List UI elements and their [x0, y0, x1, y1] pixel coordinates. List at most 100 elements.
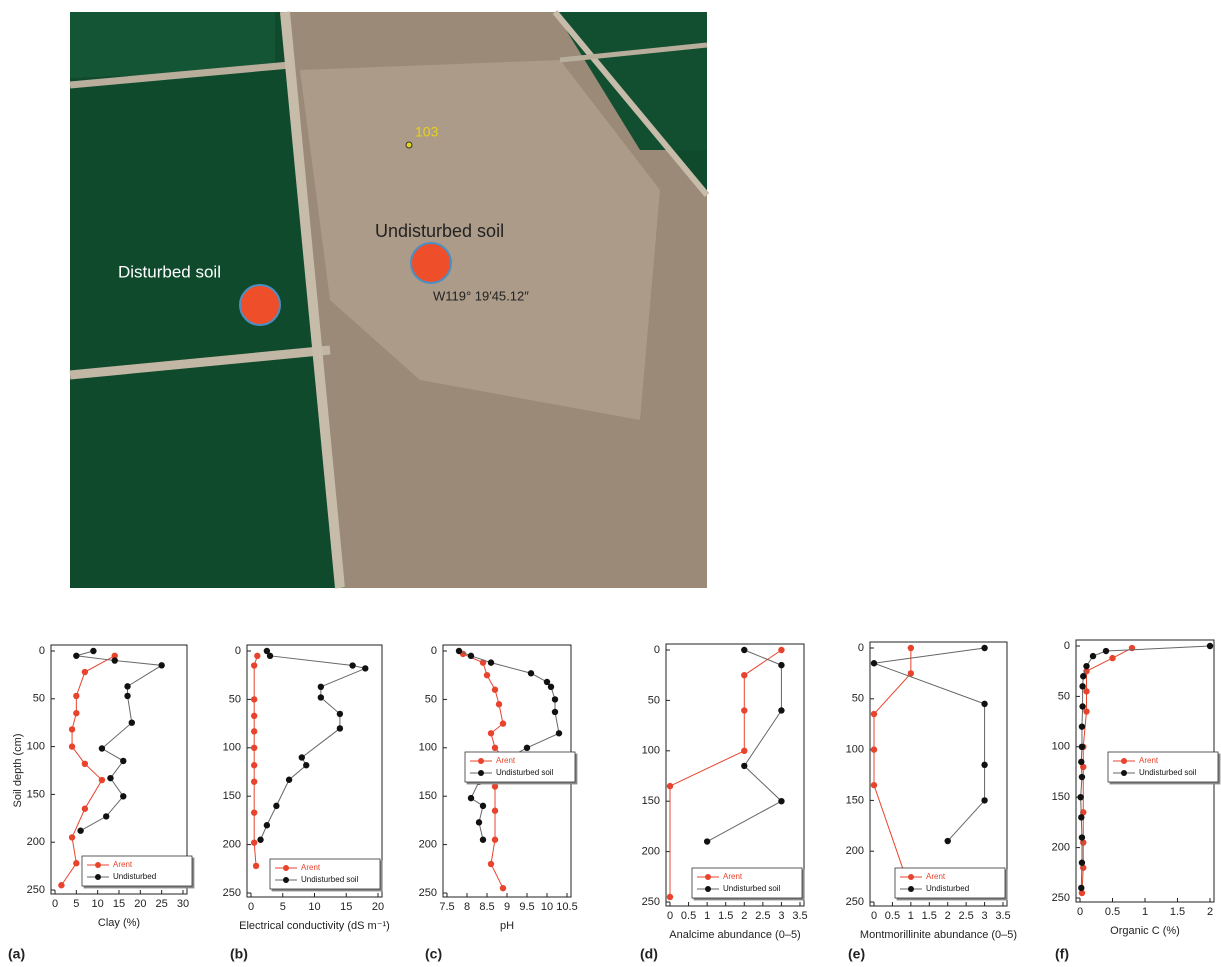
y-tick-label: 50 — [648, 694, 660, 706]
x-tick-label: 15 — [340, 901, 352, 913]
data-point — [981, 797, 987, 803]
panel-label: (a) — [8, 946, 25, 962]
data-point — [107, 775, 113, 781]
data-point — [496, 701, 502, 707]
data-point — [484, 672, 490, 678]
y-tick-label: 200 — [419, 839, 437, 851]
data-point — [908, 645, 914, 651]
legend-label: Arent — [723, 872, 743, 881]
data-point — [488, 861, 494, 867]
series-line — [76, 651, 161, 831]
data-point — [120, 793, 126, 799]
data-point — [264, 822, 270, 828]
data-point — [82, 669, 88, 675]
legend-label: Arent — [496, 756, 516, 765]
legend-label: Arent — [301, 863, 321, 872]
data-point — [468, 795, 474, 801]
x-tick-label: 10.5 — [556, 901, 577, 913]
x-tick-label: 0.5 — [1105, 906, 1120, 918]
site-label: 103 — [415, 124, 439, 140]
data-point — [112, 657, 118, 663]
y-tick-label: 150 — [846, 794, 864, 806]
legend-label: Undisturbed — [113, 872, 156, 881]
y-tick-label: 100 — [27, 741, 45, 753]
panel-label: (e) — [848, 946, 865, 962]
y-tick-label: 0 — [431, 645, 437, 657]
y-tick-label: 200 — [1052, 842, 1070, 854]
data-point — [981, 762, 987, 768]
data-point — [1103, 648, 1109, 654]
data-point — [741, 748, 747, 754]
data-point — [124, 693, 130, 699]
y-tick-label: 100 — [223, 742, 241, 754]
series-line — [874, 648, 911, 892]
data-point — [349, 662, 355, 668]
x-tick-label: 2 — [1207, 906, 1213, 918]
data-point — [267, 653, 273, 659]
legend-marker — [1121, 770, 1127, 776]
data-point — [337, 725, 343, 731]
data-point — [1079, 723, 1085, 729]
x-tick-label: 20 — [134, 898, 146, 910]
legend-marker — [1121, 758, 1127, 764]
data-point — [73, 653, 79, 659]
x-tick-label: 2 — [945, 910, 951, 922]
data-point — [1080, 673, 1086, 679]
y-tick-label: 250 — [1052, 892, 1070, 904]
y-tick-label: 50 — [852, 693, 864, 705]
y-tick-label: 250 — [419, 887, 437, 899]
series-line — [459, 651, 559, 840]
x-tick-label: 3.5 — [995, 910, 1010, 922]
y-tick-label: 50 — [33, 693, 45, 705]
data-point — [871, 711, 877, 717]
y-tick-label: 100 — [419, 742, 437, 754]
data-point — [120, 758, 126, 764]
x-tick-label: 2.5 — [958, 910, 973, 922]
data-point — [251, 745, 257, 751]
x-tick-label: 10 — [541, 901, 553, 913]
legend-label: Arent — [926, 872, 946, 881]
data-point — [82, 761, 88, 767]
series-line — [874, 648, 985, 841]
data-point — [741, 707, 747, 713]
x-tick-label: 3.5 — [792, 910, 807, 922]
x-tick-label: 0 — [871, 910, 877, 922]
data-point — [778, 647, 784, 653]
data-point — [492, 687, 498, 693]
data-point — [528, 670, 534, 676]
data-point — [99, 745, 105, 751]
data-point — [667, 783, 673, 789]
y-tick-label: 150 — [27, 788, 45, 800]
x-tick-label: 0 — [667, 910, 673, 922]
x-tick-label: 0.5 — [681, 910, 696, 922]
data-point — [524, 745, 530, 751]
data-point — [488, 730, 494, 736]
data-point — [1079, 774, 1085, 780]
data-point — [251, 809, 257, 815]
x-axis-label: Analcime abundance (0–5) — [669, 929, 800, 941]
data-point — [286, 777, 292, 783]
data-point — [456, 648, 462, 654]
y-axis-label: Soil depth (cm) — [12, 734, 24, 808]
plot-frame — [666, 644, 804, 906]
data-point — [552, 709, 558, 715]
undisturbed-site — [411, 243, 451, 283]
x-tick-label: 1 — [704, 910, 710, 922]
data-point — [303, 762, 309, 768]
data-point — [556, 730, 562, 736]
data-point — [492, 808, 498, 814]
x-tick-label: 0 — [248, 901, 254, 913]
x-tick-label: 5 — [73, 898, 79, 910]
data-point — [77, 828, 83, 834]
x-axis-label: Montmorillinite abundance (0–5) — [860, 929, 1017, 941]
disturbed-label: Disturbed soil — [118, 262, 221, 281]
y-tick-label: 150 — [223, 790, 241, 802]
y-tick-label: 0 — [654, 644, 660, 656]
disturbed-site — [240, 285, 280, 325]
y-tick-label: 150 — [642, 795, 660, 807]
data-point — [1090, 653, 1096, 659]
data-point — [251, 696, 257, 702]
data-point — [741, 647, 747, 653]
legend-label: Undisturbed soil — [301, 875, 359, 884]
x-tick-label: 8 — [464, 901, 470, 913]
